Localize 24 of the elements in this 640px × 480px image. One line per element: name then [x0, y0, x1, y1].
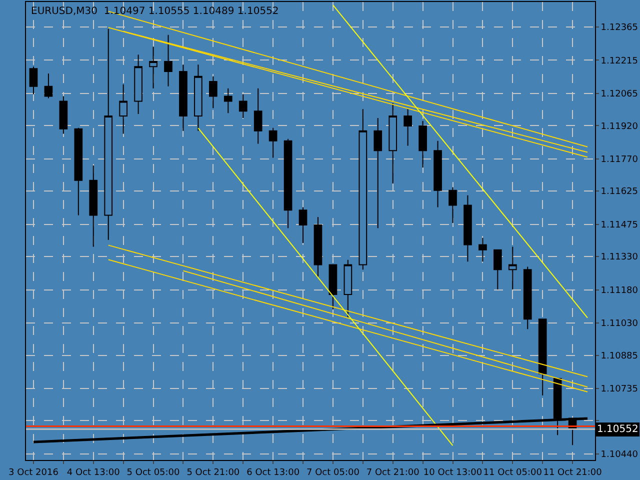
x-tick-label: 4 Oct 13:00 [66, 468, 120, 478]
x-tick-label: 11 Oct 21:00 [543, 468, 602, 478]
x-tick-label: 5 Oct 21:00 [186, 468, 240, 478]
y-tick-label: 1.12215 [600, 56, 638, 66]
y-tick-label: 1.10440 [600, 450, 638, 460]
x-tick-label: 11 Oct 05:00 [483, 468, 542, 478]
y-tick-label: 1.11030 [600, 319, 638, 330]
y-tick-label: 1.12065 [600, 90, 638, 100]
x-tick-label: 10 Oct 13:00 [423, 468, 482, 478]
y-tick-label: 1.10735 [600, 384, 638, 395]
x-tick-label: 6 Oct 13:00 [246, 468, 300, 478]
x-tick-label: 7 Oct 21:00 [366, 468, 420, 478]
y-tick-label: 1.11770 [600, 155, 638, 166]
ref-line-label: 1.10552 [597, 424, 638, 435]
x-tick-label: 7 Oct 05:00 [306, 468, 360, 478]
y-tick-label: 1.10885 [600, 351, 638, 362]
y-tick-label: 1.11475 [600, 220, 638, 230]
y-tick-label: 1.11180 [600, 286, 638, 296]
y-tick-label: 1.11330 [600, 252, 638, 263]
y-tick-label: 1.11920 [600, 122, 638, 132]
y-tick-label: 1.12365 [600, 23, 638, 33]
x-tick-label: 3 Oct 2016 [8, 468, 59, 478]
x-tick-label: 5 Oct 05:00 [126, 468, 180, 478]
y-tick-label: 1.11625 [600, 187, 638, 198]
